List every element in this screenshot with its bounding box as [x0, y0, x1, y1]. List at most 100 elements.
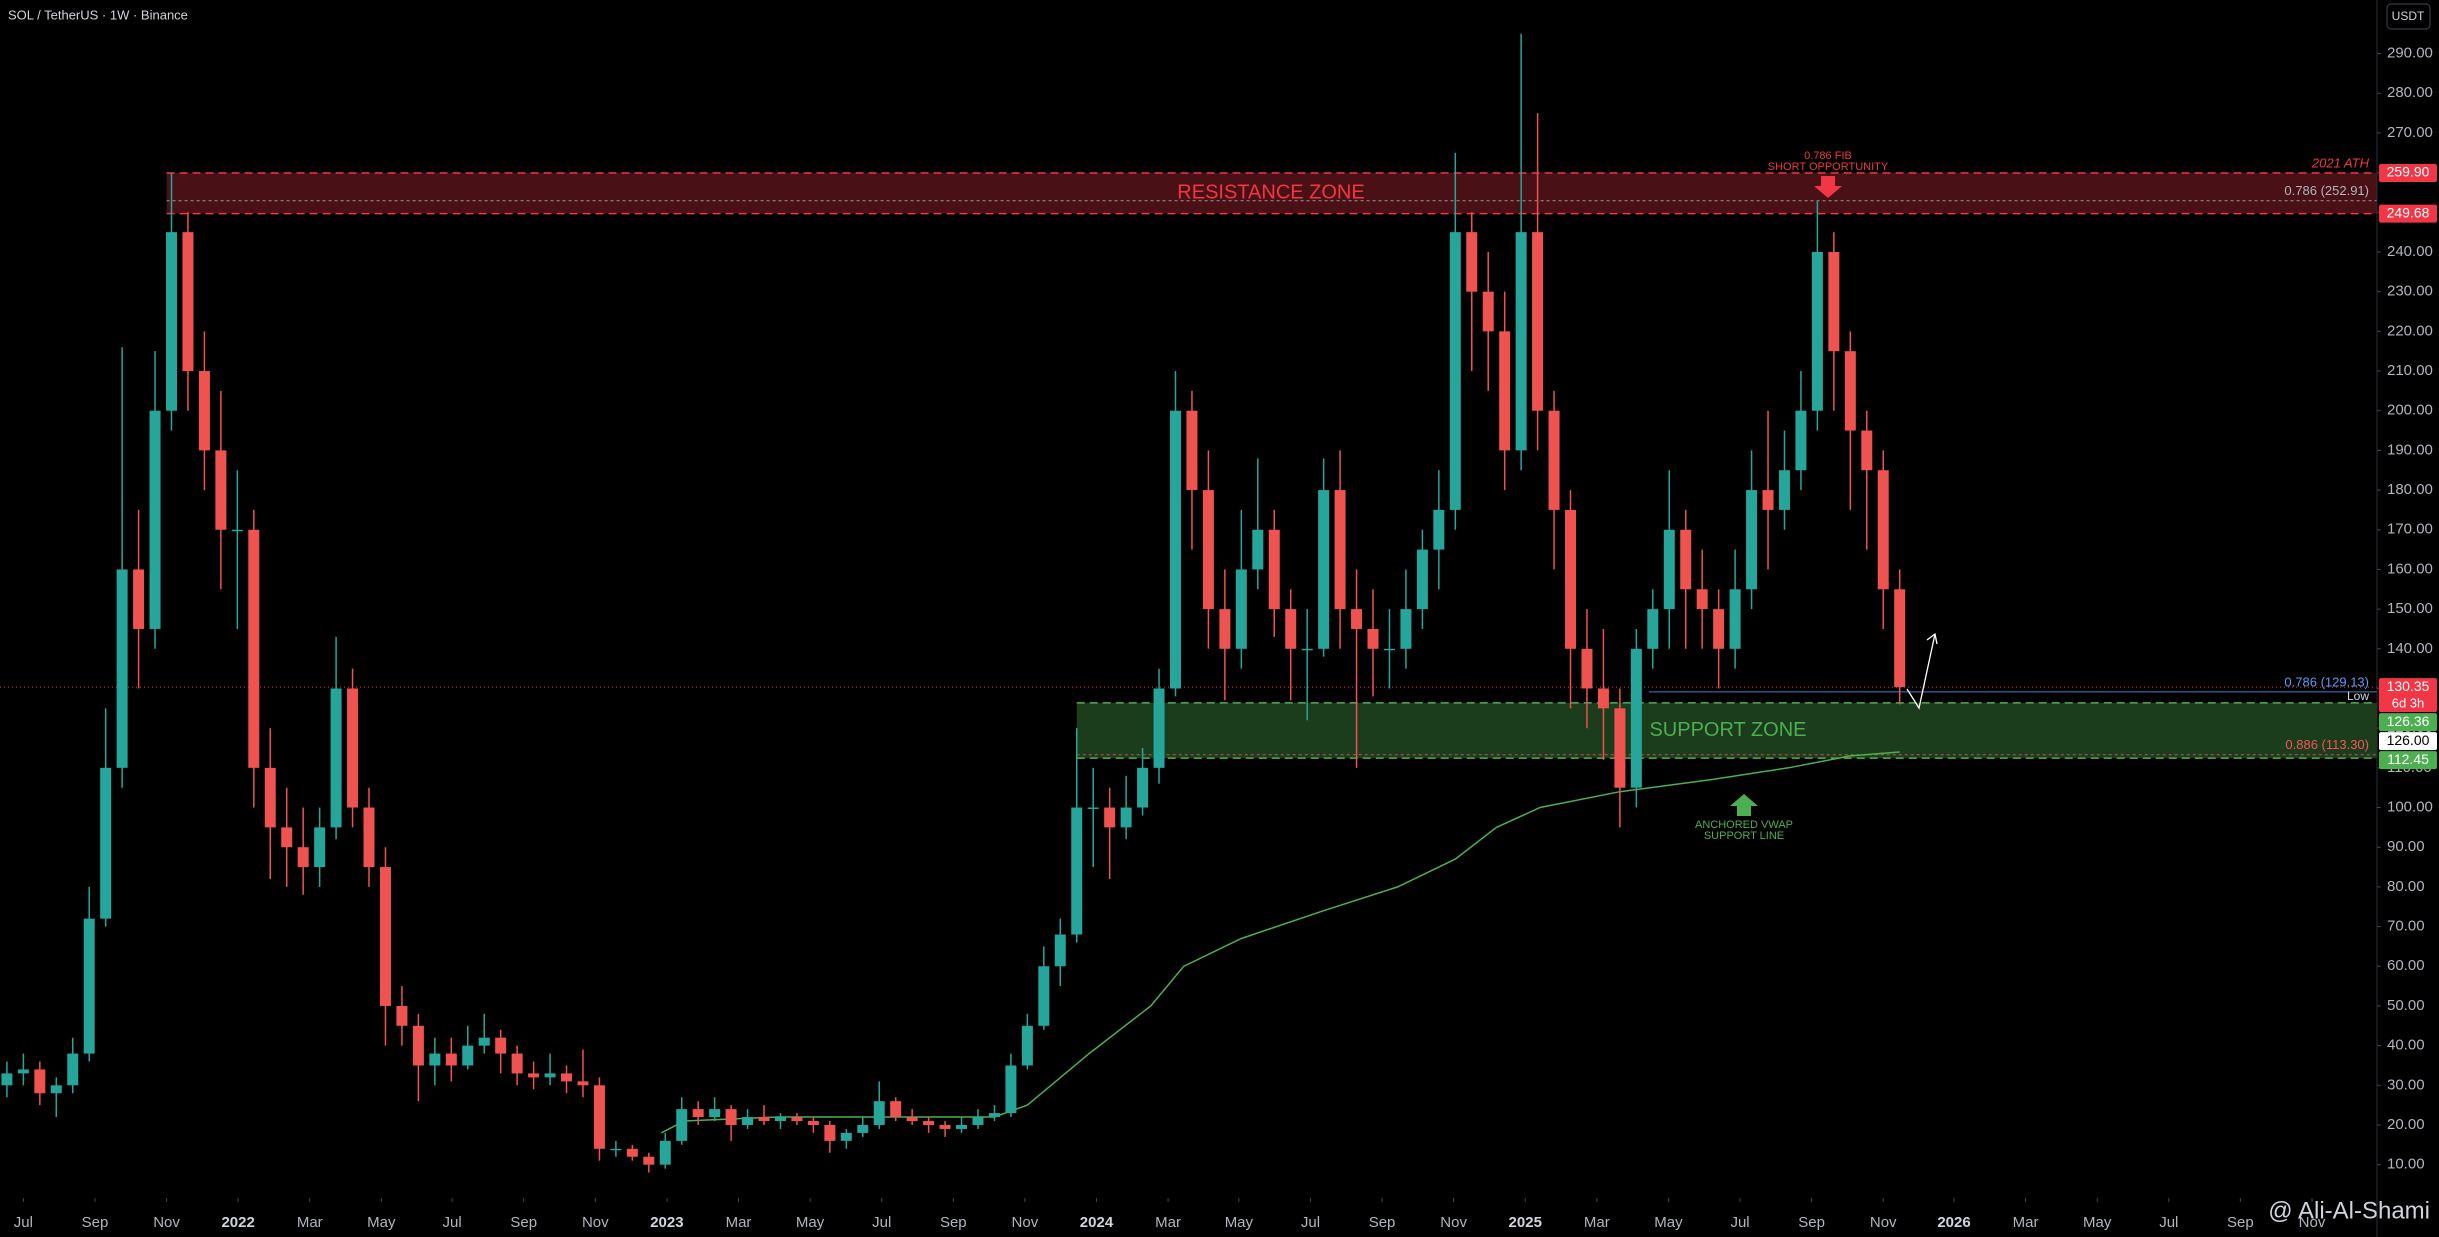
price-label: 126.00 [2387, 732, 2430, 748]
candle-body [1186, 410, 1198, 491]
projection-arrow [1906, 632, 1938, 710]
y-tick-label: 230.00 [2387, 283, 2433, 300]
candle-body [215, 450, 227, 530]
x-tick-label: Mar [1155, 1214, 1181, 1231]
annotation: SHORT OPPORTUNITY [1768, 161, 1889, 173]
candle-body [248, 529, 260, 768]
candle-body [445, 1053, 457, 1066]
candle-body [1202, 490, 1214, 610]
x-tick-label: May [796, 1214, 825, 1231]
price-label-box [2379, 678, 2437, 713]
candle-body [198, 371, 210, 451]
candle-body [396, 1005, 408, 1026]
x-tick-label: May [1225, 1214, 1254, 1231]
y-tick-label: 100.00 [2387, 798, 2433, 815]
candle-body [133, 569, 145, 629]
candle-body [116, 569, 128, 768]
candle-body [1680, 529, 1692, 590]
candle-body [1482, 291, 1494, 332]
candle-body [610, 1148, 622, 1151]
candle-body [511, 1053, 523, 1074]
candle-body [1416, 549, 1428, 610]
candle-body [1663, 529, 1675, 610]
x-tick-label: Nov [153, 1214, 180, 1231]
x-tick-label: Nov [1870, 1214, 1897, 1231]
price-label-box [2379, 751, 2437, 770]
candle-body [412, 1025, 424, 1066]
candle-body [1762, 490, 1774, 510]
x-tick-label: 2024 [1080, 1214, 1114, 1231]
candle-body [478, 1037, 490, 1046]
annotation: ANCHORED VWAP [1695, 819, 1793, 831]
fib-label: 0.786 (252.91) [2284, 183, 2369, 198]
candle-body [347, 688, 359, 808]
annotation: SUPPORT LINE [1704, 830, 1784, 842]
candle-body [1515, 232, 1527, 451]
price-label: 249.68 [2387, 204, 2430, 220]
candle-body [231, 529, 243, 532]
candle-body [1038, 966, 1050, 1026]
candle-body [1219, 609, 1231, 649]
candle-body [1614, 708, 1626, 788]
vwap-arrow [1730, 794, 1758, 816]
candle-body [1318, 490, 1330, 649]
candle-body [692, 1109, 704, 1118]
x-tick-label: Sep [82, 1214, 109, 1231]
candle-body [824, 1124, 836, 1141]
candle-body [956, 1124, 968, 1129]
candle-body [1433, 509, 1445, 550]
candle-body [807, 1121, 819, 1125]
candle-body [873, 1101, 885, 1125]
currency-label[interactable]: USDT [2392, 9, 2425, 23]
candle-body [1532, 232, 1544, 411]
candle-body [1087, 807, 1099, 810]
zone [1076, 702, 2377, 759]
candle-body [923, 1121, 935, 1125]
candle-body [17, 1069, 29, 1074]
candle-body [1021, 1025, 1033, 1066]
annotation: 0.786 FIB [1804, 150, 1852, 162]
y-tick-label: 90.00 [2387, 838, 2425, 855]
candle-body [1894, 589, 1906, 688]
candle-body [1005, 1065, 1017, 1114]
x-tick-label: May [367, 1214, 396, 1231]
x-tick-label: Sep [510, 1214, 537, 1231]
price-label-box [2379, 204, 2437, 223]
x-tick-label: Mar [297, 1214, 323, 1231]
x-tick-label: Nov [1012, 1214, 1039, 1231]
candle-body [1120, 807, 1132, 828]
candle-body [1104, 807, 1116, 828]
candle-body [1400, 609, 1412, 649]
y-tick-label: 270.00 [2387, 124, 2433, 141]
price-label-box [2379, 732, 2437, 751]
watermark: @ Ali-Al-Shami [2268, 1197, 2430, 1224]
candle-body [1383, 648, 1395, 651]
x-tick-label: Jul [14, 1214, 33, 1231]
y-tick-label: 140.00 [2387, 640, 2433, 657]
y-tick-label: 280.00 [2387, 84, 2433, 101]
short-arrow [1814, 176, 1842, 198]
y-tick-label: 180.00 [2387, 481, 2433, 498]
candle-body [330, 688, 342, 828]
candle-body [561, 1073, 573, 1082]
x-tick-label: Jul [872, 1214, 891, 1231]
y-tick-label: 200.00 [2387, 402, 2433, 419]
currency-button[interactable] [2386, 3, 2431, 30]
candle-body [1713, 609, 1725, 649]
fib-label: 0.786 (129.13) [2284, 674, 2369, 689]
x-tick-label: Jul [2159, 1214, 2178, 1231]
price-label-box [2379, 164, 2437, 183]
candle-body [1548, 410, 1560, 510]
y-tick-label: 70.00 [2387, 918, 2425, 935]
candle-body [676, 1109, 688, 1141]
candle-body [1466, 232, 1478, 292]
price-label: 259.90 [2387, 164, 2430, 180]
candle-body [1861, 430, 1873, 471]
x-tick-label: Mar [1584, 1214, 1610, 1231]
y-tick-label: 20.00 [2387, 1116, 2425, 1133]
candle-body [462, 1045, 474, 1066]
x-tick-label: 2026 [1937, 1214, 1970, 1231]
candle-body [758, 1117, 770, 1122]
x-tick-label: 2022 [221, 1214, 254, 1231]
